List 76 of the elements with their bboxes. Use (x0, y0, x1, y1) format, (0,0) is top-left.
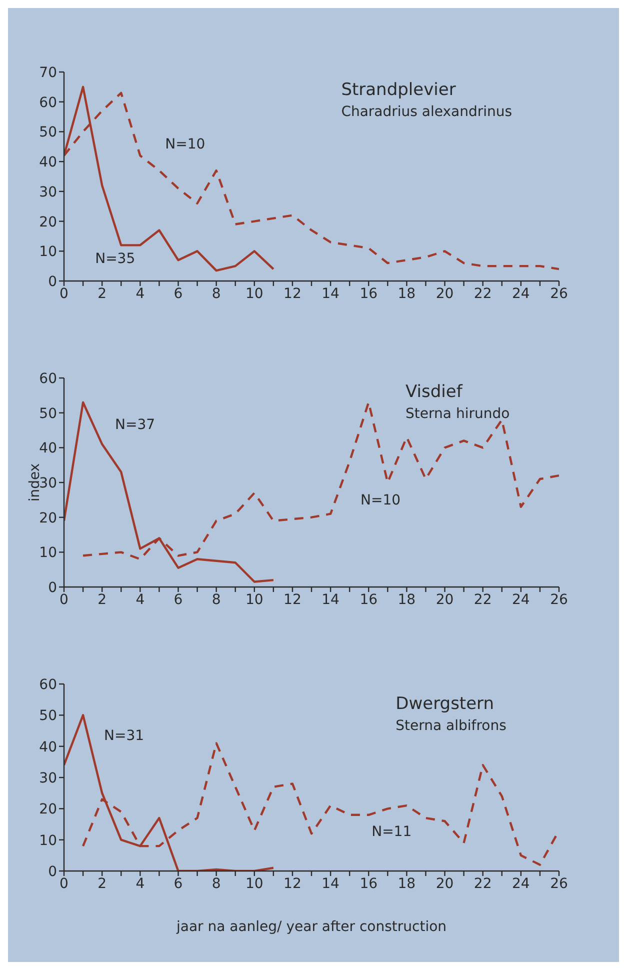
x-tick-label: 8 (212, 592, 221, 608)
x-axis-title: jaar na aanleg/ year after construction (175, 919, 447, 935)
x-tick-label: 10 (245, 286, 264, 302)
y-tick-label: 10 (39, 244, 57, 260)
y-tick-label: 0 (48, 580, 57, 596)
y-tick-label: 70 (39, 64, 57, 81)
series-label: N=10 (165, 136, 206, 153)
x-tick-label: 20 (436, 592, 454, 608)
x-tick-label: 16 (360, 592, 378, 608)
x-tick-label: 4 (136, 592, 145, 608)
text: Dwergstern (396, 694, 496, 714)
text: Strandplevier (341, 80, 457, 100)
chart-title: Visdief (406, 382, 464, 402)
series-label: N=37 (115, 417, 156, 434)
y-tick-label: 40 (39, 440, 57, 457)
y-tick-label: 30 (39, 184, 57, 200)
y-tick-label: 20 (39, 214, 57, 230)
x-tick-label: 22 (474, 286, 492, 302)
x-tick-label: 24 (512, 592, 530, 608)
x-tick-label: 8 (212, 286, 221, 302)
text: Charadrius alexandrinus (341, 104, 512, 120)
series-label: N=11 (372, 824, 412, 840)
y-tick-label: 10 (39, 545, 57, 562)
x-tick-label: 18 (398, 592, 416, 608)
x-tick-label: 26 (550, 286, 568, 302)
x-tick-label: 6 (174, 286, 183, 302)
y-tick-label: 30 (39, 770, 57, 786)
text: Sterna hirundo (406, 406, 510, 422)
x-tick-label: 12 (284, 592, 302, 608)
y-tick-label: 40 (39, 739, 57, 756)
x-tick-label: 6 (174, 876, 183, 892)
x-tick-label: 22 (474, 592, 492, 608)
y-tick-label: 0 (48, 274, 57, 290)
text: Sterna albifrons (396, 718, 506, 734)
y-tick-label: 20 (39, 802, 57, 818)
x-tick-label: 2 (98, 592, 107, 608)
x-tick-label: 16 (360, 876, 378, 892)
y-tick-label: 60 (39, 94, 57, 111)
y-tick-label: 10 (39, 832, 57, 849)
x-tick-label: 4 (136, 286, 145, 302)
x-tick-label: 26 (550, 592, 568, 608)
x-tick-label: 12 (284, 876, 302, 892)
x-tick-label: 8 (212, 876, 221, 892)
x-tick-label: 0 (60, 286, 68, 302)
x-tick-label: 24 (512, 286, 530, 302)
x-tick-label: 2 (98, 286, 107, 302)
y-tick-label: 20 (39, 510, 57, 526)
x-tick-label: 20 (436, 286, 454, 302)
x-tick-label: 18 (398, 876, 416, 892)
y-tick-label: 60 (39, 676, 57, 693)
x-tick-label: 14 (322, 592, 340, 608)
x-tick-label: 16 (360, 286, 378, 302)
series-label: N=10 (360, 492, 401, 509)
x-tick-label: 14 (322, 286, 340, 302)
y-tick-label: 50 (39, 124, 57, 141)
x-tick-label: 10 (245, 876, 264, 892)
x-tick-label: 24 (512, 876, 530, 892)
x-tick-label: 6 (174, 592, 183, 608)
series-label: N=31 (104, 728, 144, 744)
x-tick-label: 2 (98, 876, 107, 892)
x-tick-label: 20 (436, 876, 454, 892)
y-tick-label: 60 (39, 370, 57, 387)
y-tick-label: 50 (39, 406, 57, 422)
y-tick-label: 50 (39, 708, 57, 724)
y-tick-label: 0 (48, 864, 57, 880)
x-tick-label: 26 (550, 876, 568, 892)
x-tick-label: 14 (322, 876, 340, 892)
x-tick-label: 18 (398, 286, 416, 302)
x-tick-label: 10 (245, 592, 264, 608)
x-tick-label: 4 (136, 876, 145, 892)
x-tick-label: 12 (284, 286, 302, 302)
x-tick-label: 0 (60, 876, 68, 892)
x-tick-label: 22 (474, 876, 492, 892)
series-label: N=35 (95, 251, 136, 268)
y-tick-label: 40 (39, 154, 57, 171)
x-tick-label: 0 (60, 592, 68, 608)
